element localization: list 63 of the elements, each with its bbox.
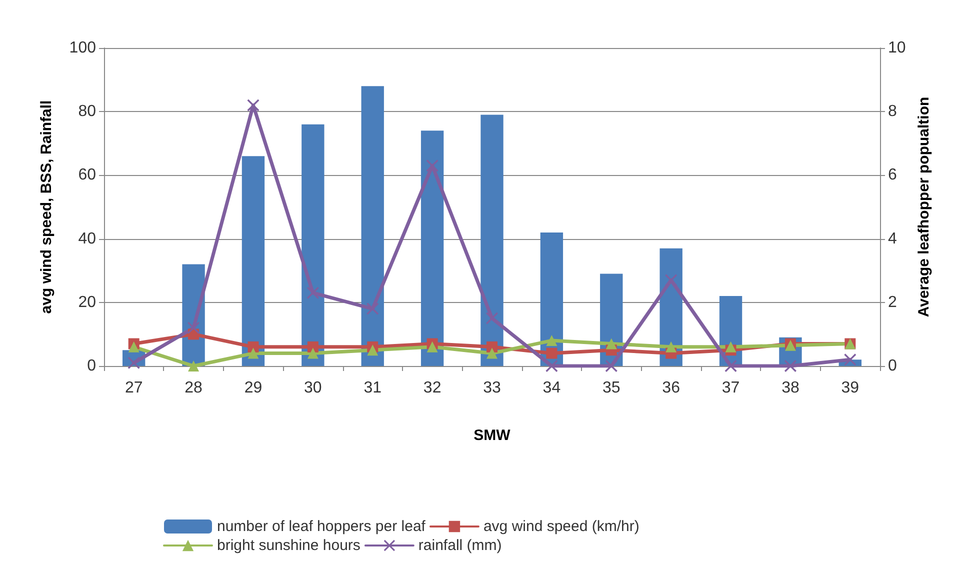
point	[188, 322, 200, 334]
point	[247, 99, 260, 112]
point	[725, 341, 736, 352]
x-tick-label: 33	[483, 380, 501, 396]
y-tick-label: 20	[78, 294, 96, 311]
point	[666, 341, 677, 352]
point	[665, 274, 678, 286]
y2-tick-label: 0	[888, 358, 897, 374]
point	[426, 341, 438, 352]
point	[546, 360, 558, 372]
x-tick-label: 39	[841, 380, 860, 396]
point	[306, 286, 319, 299]
bar	[361, 86, 384, 366]
point	[307, 348, 318, 359]
bar	[242, 156, 265, 366]
y-tick-label: 60	[78, 166, 96, 184]
y-tick-label: 80	[78, 103, 96, 120]
y2-tick-label: 4	[888, 230, 897, 248]
x-tick-label: 32	[423, 380, 442, 396]
y-tick-label: 40	[78, 230, 96, 248]
x-tick-label: 28	[184, 380, 203, 396]
legend-label: rainfall (mm)	[418, 537, 502, 554]
legend-label: bright sunshine hours	[217, 537, 360, 554]
y-tick-label: 0	[87, 358, 96, 374]
y2-tick-label: 10	[888, 40, 906, 56]
bar	[302, 124, 324, 366]
bar	[480, 114, 504, 366]
legend-label: number of leaf hoppers per leaf	[217, 518, 426, 535]
point	[546, 335, 558, 346]
x-axis-title: SMW	[474, 427, 512, 444]
bar	[420, 130, 444, 366]
point	[486, 312, 498, 324]
point	[844, 354, 856, 366]
point	[128, 341, 140, 352]
point	[248, 341, 259, 352]
x-tick-label: 38	[782, 380, 800, 396]
point	[367, 344, 378, 356]
point	[486, 341, 498, 352]
y-axis-title: avg wind speed, BSS, Rainfall	[38, 100, 55, 314]
point	[426, 160, 438, 172]
point	[486, 348, 498, 359]
y2-tick-label: 2	[888, 294, 897, 311]
y-tick-label: 100	[69, 40, 96, 56]
point	[366, 302, 379, 315]
x-tick-label: 34	[542, 380, 561, 396]
y2-tick-label: 6	[888, 166, 897, 184]
point	[605, 360, 618, 372]
x-tick-label: 36	[662, 380, 680, 396]
point	[784, 360, 796, 372]
x-tick-label: 27	[124, 380, 143, 396]
point	[248, 348, 259, 359]
point	[606, 338, 617, 350]
y2-tick-label: 8	[888, 103, 897, 120]
point	[307, 341, 318, 352]
y2-axis-title: Average leafhopper popualtion	[916, 96, 933, 318]
x-tick-label: 31	[364, 380, 382, 396]
x-tick-label: 29	[244, 380, 262, 396]
x-tick-label: 30	[304, 380, 322, 396]
legend-label: avg wind speed (km/hr)	[483, 518, 640, 535]
x-tick-label: 35	[602, 380, 620, 396]
x-tick-label: 37	[722, 380, 740, 396]
point	[546, 348, 558, 359]
point	[188, 360, 200, 372]
